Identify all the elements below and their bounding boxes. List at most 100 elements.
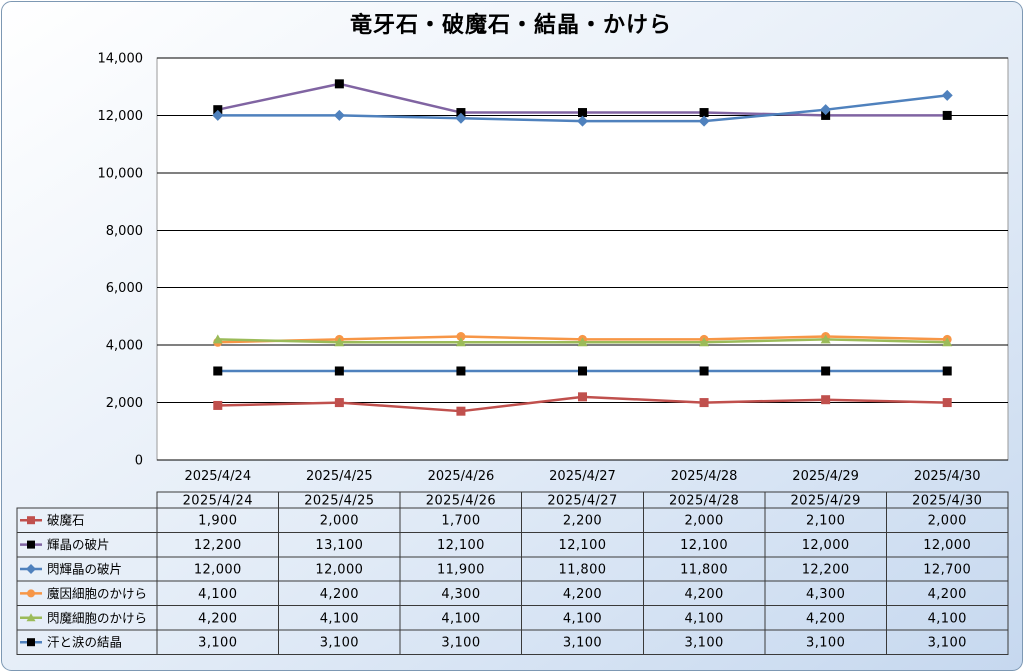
- table-cell-value: 3,100: [684, 636, 723, 651]
- table-cell-value: 12,000: [315, 563, 363, 578]
- table-cell-value: 4,100: [563, 611, 602, 626]
- data-point-marker: [334, 337, 345, 347]
- chart-title: 竜牙石・破魔石・結晶・かけら: [350, 12, 672, 38]
- data-point-marker: [455, 112, 467, 124]
- y-tick-label: 6,000: [106, 281, 143, 296]
- series-name-label: 閃輝晶の破片: [47, 562, 122, 577]
- table-cell-value: 12,100: [559, 538, 607, 553]
- legend-key-marker: [27, 540, 35, 549]
- table-cell-value: 4,200: [928, 587, 967, 602]
- data-point-marker: [578, 366, 587, 376]
- table-cell-value: 12,100: [680, 538, 728, 553]
- table-header-label: 2025/4/27: [547, 494, 617, 509]
- data-point-marker: [334, 79, 344, 89]
- data-point-marker: [699, 366, 709, 376]
- data-point-marker: [456, 406, 466, 416]
- data-point-marker: [456, 332, 466, 342]
- table-header-label: 2025/4/28: [669, 494, 739, 509]
- table-header-label: 2025/4/24: [183, 494, 253, 509]
- data-point-marker: [821, 395, 831, 405]
- table-cell-value: 12,200: [194, 538, 242, 553]
- table-cell-value: 12,000: [802, 538, 850, 553]
- series-layer: [212, 79, 953, 416]
- x-tick-label: 2025/4/25: [306, 469, 373, 484]
- data-point-marker: [456, 108, 466, 118]
- table-cell-value: 2,000: [928, 514, 967, 529]
- table-cell-value: 2,200: [563, 514, 602, 529]
- series-name-label: 魔因細胞のかけら: [47, 586, 147, 601]
- data-point-marker: [821, 366, 831, 376]
- data-point-marker: [942, 398, 952, 408]
- table-cell-value: 12,700: [923, 563, 971, 578]
- x-tick-label: 2025/4/26: [428, 469, 495, 484]
- y-tick-label: 10,000: [98, 166, 144, 181]
- table-cell-value: 4,200: [320, 587, 359, 602]
- data-point-marker: [942, 366, 952, 376]
- data-point-marker: [577, 115, 588, 127]
- table-cell-value: 4,300: [806, 587, 845, 602]
- y-tick-label: 8,000: [106, 224, 143, 239]
- table-cell-value: 3,100: [441, 636, 480, 651]
- table-row: 汗と涙の結晶 3,100 3,100 3,100 3,100 3,100 3,100 3,10…: [16, 629, 1009, 655]
- table-row: 破魔石 1,900 2,000 1,700 2,200 2,000 2,100 2,000: [16, 507, 1009, 533]
- data-point-marker: [577, 337, 588, 347]
- table-cell-value: 4,100: [684, 611, 723, 626]
- y-tick-label: 2,000: [106, 396, 143, 411]
- x-tick-label: 2025/4/28: [671, 469, 738, 484]
- table-cell-value: 4,200: [563, 587, 602, 602]
- series-name-label: 輝晶の破片: [47, 537, 110, 552]
- y-axis-tick-labels: 0 2,000 4,000 6,000 8,000 10,000 12,000 14,000: [98, 52, 144, 469]
- table-cell-value: 13,100: [315, 538, 363, 553]
- data-point-marker: [334, 366, 344, 376]
- table-cell-value: 11,900: [437, 563, 485, 578]
- data-point-marker: [456, 366, 466, 376]
- table-cell-value: 4,200: [806, 611, 845, 626]
- y-tick-label: 4,000: [106, 339, 143, 354]
- series-name-label: 破魔石: [47, 513, 85, 528]
- legend-key-marker: [26, 613, 36, 622]
- table-cell-value: 4,200: [198, 611, 237, 626]
- table-cell-value: 12,000: [194, 563, 242, 578]
- table-header-label: 2025/4/25: [304, 494, 374, 509]
- data-point-marker: [213, 400, 223, 410]
- data-point-marker: [213, 366, 223, 376]
- x-tick-label: 2025/4/29: [792, 469, 859, 484]
- table-header-label: 2025/4/26: [426, 494, 496, 509]
- legend-key-marker: [27, 589, 35, 598]
- data-point-marker: [942, 337, 953, 347]
- table-cell-value: 11,800: [559, 563, 607, 578]
- data-point-marker: [698, 115, 710, 127]
- series-name-label: 汗と涙の結晶: [47, 635, 122, 650]
- table-cell-value: 1,700: [441, 514, 480, 529]
- data-table: 2025/4/24 2025/4/25 2025/4/26 2025/4/27 2025…: [16, 491, 1009, 655]
- table-cell-value: 2,000: [684, 514, 723, 529]
- legend-key-marker: [26, 564, 36, 574]
- data-point-marker: [212, 334, 223, 344]
- table-cell-value: 2,000: [320, 514, 359, 529]
- y-tick-label: 0: [135, 454, 143, 469]
- x-axis-tick-labels: 2025/4/24 2025/4/25 2025/4/26 2025/4/27 2025…: [184, 469, 980, 484]
- table-cell-value: 2,100: [806, 514, 845, 529]
- x-tick-label: 2025/4/27: [549, 469, 616, 484]
- data-point-marker: [820, 334, 831, 344]
- table-cell-value: 11,800: [680, 563, 728, 578]
- data-point-marker: [941, 89, 953, 101]
- table-cell-value: 4,200: [684, 587, 723, 602]
- table-cell-value: 3,100: [806, 636, 845, 651]
- table-header-label: 2025/4/30: [912, 494, 982, 509]
- data-point-marker: [578, 108, 587, 118]
- table-cell-value: 4,300: [441, 587, 480, 602]
- table-cell-value: 4,100: [441, 611, 480, 626]
- x-tick-label: 2025/4/24: [184, 469, 251, 484]
- data-point-marker: [333, 109, 345, 121]
- table-cell-value: 4,100: [320, 611, 359, 626]
- data-point-marker: [455, 337, 466, 347]
- data-point-marker: [699, 337, 710, 347]
- data-point-marker: [821, 110, 831, 120]
- table-cell-value: 12,200: [802, 563, 850, 578]
- legend-key-marker: [27, 516, 35, 525]
- series-3: [212, 89, 953, 127]
- y-tick-label: 12,000: [98, 109, 144, 124]
- table-cell-value: 1,900: [198, 514, 237, 529]
- series-1: [213, 392, 952, 416]
